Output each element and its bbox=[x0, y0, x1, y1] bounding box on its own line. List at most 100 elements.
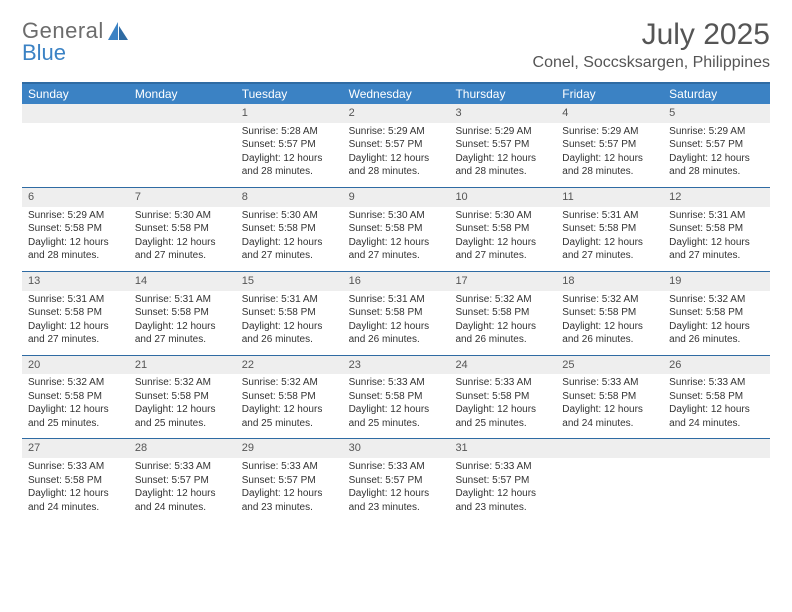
day-number: 11 bbox=[556, 188, 663, 207]
sunset-text: Sunset: 5:58 PM bbox=[562, 306, 657, 320]
day-body: Sunrise: 5:31 AMSunset: 5:58 PMDaylight:… bbox=[343, 291, 450, 355]
day-body: Sunrise: 5:31 AMSunset: 5:58 PMDaylight:… bbox=[22, 291, 129, 355]
day-body: Sunrise: 5:33 AMSunset: 5:57 PMDaylight:… bbox=[236, 458, 343, 522]
sunrise-text: Sunrise: 5:33 AM bbox=[28, 460, 123, 474]
daylight-text: Daylight: 12 hours and 25 minutes. bbox=[349, 403, 444, 430]
day-cell: 9Sunrise: 5:30 AMSunset: 5:58 PMDaylight… bbox=[343, 188, 450, 271]
day-cell: 1Sunrise: 5:28 AMSunset: 5:57 PMDaylight… bbox=[236, 104, 343, 187]
day-number: 15 bbox=[236, 272, 343, 291]
day-number: 2 bbox=[343, 104, 450, 123]
sunrise-text: Sunrise: 5:30 AM bbox=[349, 209, 444, 223]
daylight-text: Daylight: 12 hours and 25 minutes. bbox=[135, 403, 230, 430]
day-number: 9 bbox=[343, 188, 450, 207]
day-body: Sunrise: 5:29 AMSunset: 5:58 PMDaylight:… bbox=[22, 207, 129, 271]
day-body: Sunrise: 5:29 AMSunset: 5:57 PMDaylight:… bbox=[556, 123, 663, 187]
week-row: 27Sunrise: 5:33 AMSunset: 5:58 PMDayligh… bbox=[22, 439, 770, 522]
daylight-text: Daylight: 12 hours and 25 minutes. bbox=[455, 403, 550, 430]
sunset-text: Sunset: 5:58 PM bbox=[28, 390, 123, 404]
day-body: Sunrise: 5:32 AMSunset: 5:58 PMDaylight:… bbox=[236, 374, 343, 438]
daylight-text: Daylight: 12 hours and 27 minutes. bbox=[669, 236, 764, 263]
day-cell: 12Sunrise: 5:31 AMSunset: 5:58 PMDayligh… bbox=[663, 188, 770, 271]
daylight-text: Daylight: 12 hours and 23 minutes. bbox=[455, 487, 550, 514]
day-body: Sunrise: 5:33 AMSunset: 5:58 PMDaylight:… bbox=[556, 374, 663, 438]
page-title: July 2025 bbox=[533, 18, 770, 52]
week-row: 1Sunrise: 5:28 AMSunset: 5:57 PMDaylight… bbox=[22, 104, 770, 188]
sunrise-text: Sunrise: 5:30 AM bbox=[455, 209, 550, 223]
day-body: Sunrise: 5:30 AMSunset: 5:58 PMDaylight:… bbox=[343, 207, 450, 271]
day-cell: 4Sunrise: 5:29 AMSunset: 5:57 PMDaylight… bbox=[556, 104, 663, 187]
sunset-text: Sunset: 5:58 PM bbox=[242, 222, 337, 236]
day-number bbox=[556, 439, 663, 458]
day-number: 19 bbox=[663, 272, 770, 291]
day-number: 21 bbox=[129, 356, 236, 375]
day-cell: 18Sunrise: 5:32 AMSunset: 5:58 PMDayligh… bbox=[556, 272, 663, 355]
sunset-text: Sunset: 5:58 PM bbox=[135, 306, 230, 320]
day-body: Sunrise: 5:32 AMSunset: 5:58 PMDaylight:… bbox=[449, 291, 556, 355]
sunrise-text: Sunrise: 5:31 AM bbox=[28, 293, 123, 307]
sunrise-text: Sunrise: 5:33 AM bbox=[135, 460, 230, 474]
day-body: Sunrise: 5:29 AMSunset: 5:57 PMDaylight:… bbox=[449, 123, 556, 187]
dow-saturday: Saturday bbox=[663, 84, 770, 104]
sunrise-text: Sunrise: 5:33 AM bbox=[562, 376, 657, 390]
brand-word-2: Blue bbox=[22, 40, 66, 66]
day-number: 24 bbox=[449, 356, 556, 375]
day-body: Sunrise: 5:30 AMSunset: 5:58 PMDaylight:… bbox=[129, 207, 236, 271]
sunrise-text: Sunrise: 5:33 AM bbox=[349, 376, 444, 390]
day-number: 28 bbox=[129, 439, 236, 458]
day-cell: 20Sunrise: 5:32 AMSunset: 5:58 PMDayligh… bbox=[22, 356, 129, 439]
sunset-text: Sunset: 5:58 PM bbox=[28, 222, 123, 236]
sunrise-text: Sunrise: 5:32 AM bbox=[562, 293, 657, 307]
day-body: Sunrise: 5:28 AMSunset: 5:57 PMDaylight:… bbox=[236, 123, 343, 187]
sunrise-text: Sunrise: 5:32 AM bbox=[135, 376, 230, 390]
day-cell: 27Sunrise: 5:33 AMSunset: 5:58 PMDayligh… bbox=[22, 439, 129, 522]
sunrise-text: Sunrise: 5:33 AM bbox=[455, 460, 550, 474]
day-number: 25 bbox=[556, 356, 663, 375]
sunset-text: Sunset: 5:57 PM bbox=[349, 474, 444, 488]
week-row: 20Sunrise: 5:32 AMSunset: 5:58 PMDayligh… bbox=[22, 356, 770, 440]
dow-sunday: Sunday bbox=[22, 84, 129, 104]
day-of-week-header: Sunday Monday Tuesday Wednesday Thursday… bbox=[22, 84, 770, 104]
day-body: Sunrise: 5:32 AMSunset: 5:58 PMDaylight:… bbox=[22, 374, 129, 438]
sunset-text: Sunset: 5:58 PM bbox=[349, 390, 444, 404]
day-cell: 3Sunrise: 5:29 AMSunset: 5:57 PMDaylight… bbox=[449, 104, 556, 187]
day-body: Sunrise: 5:33 AMSunset: 5:57 PMDaylight:… bbox=[129, 458, 236, 522]
daylight-text: Daylight: 12 hours and 28 minutes. bbox=[455, 152, 550, 179]
sunset-text: Sunset: 5:57 PM bbox=[455, 474, 550, 488]
weeks-container: 1Sunrise: 5:28 AMSunset: 5:57 PMDaylight… bbox=[22, 104, 770, 522]
day-body: Sunrise: 5:31 AMSunset: 5:58 PMDaylight:… bbox=[663, 207, 770, 271]
day-cell: 26Sunrise: 5:33 AMSunset: 5:58 PMDayligh… bbox=[663, 356, 770, 439]
day-number: 3 bbox=[449, 104, 556, 123]
sunset-text: Sunset: 5:58 PM bbox=[455, 222, 550, 236]
sunrise-text: Sunrise: 5:33 AM bbox=[669, 376, 764, 390]
sunset-text: Sunset: 5:57 PM bbox=[135, 474, 230, 488]
sunrise-text: Sunrise: 5:32 AM bbox=[669, 293, 764, 307]
day-cell bbox=[663, 439, 770, 522]
day-number: 12 bbox=[663, 188, 770, 207]
day-cell: 31Sunrise: 5:33 AMSunset: 5:57 PMDayligh… bbox=[449, 439, 556, 522]
day-number bbox=[22, 104, 129, 123]
daylight-text: Daylight: 12 hours and 26 minutes. bbox=[455, 320, 550, 347]
day-cell: 24Sunrise: 5:33 AMSunset: 5:58 PMDayligh… bbox=[449, 356, 556, 439]
daylight-text: Daylight: 12 hours and 28 minutes. bbox=[669, 152, 764, 179]
dow-thursday: Thursday bbox=[449, 84, 556, 104]
sunset-text: Sunset: 5:58 PM bbox=[349, 306, 444, 320]
day-body: Sunrise: 5:33 AMSunset: 5:58 PMDaylight:… bbox=[343, 374, 450, 438]
sunrise-text: Sunrise: 5:29 AM bbox=[349, 125, 444, 139]
daylight-text: Daylight: 12 hours and 24 minutes. bbox=[28, 487, 123, 514]
day-number: 27 bbox=[22, 439, 129, 458]
day-cell: 13Sunrise: 5:31 AMSunset: 5:58 PMDayligh… bbox=[22, 272, 129, 355]
sunset-text: Sunset: 5:58 PM bbox=[669, 306, 764, 320]
daylight-text: Daylight: 12 hours and 24 minutes. bbox=[562, 403, 657, 430]
sunrise-text: Sunrise: 5:33 AM bbox=[349, 460, 444, 474]
sunset-text: Sunset: 5:58 PM bbox=[349, 222, 444, 236]
day-body: Sunrise: 5:33 AMSunset: 5:58 PMDaylight:… bbox=[663, 374, 770, 438]
sunrise-text: Sunrise: 5:32 AM bbox=[28, 376, 123, 390]
day-number: 30 bbox=[343, 439, 450, 458]
sunset-text: Sunset: 5:58 PM bbox=[28, 306, 123, 320]
sunrise-text: Sunrise: 5:32 AM bbox=[455, 293, 550, 307]
day-cell: 7Sunrise: 5:30 AMSunset: 5:58 PMDaylight… bbox=[129, 188, 236, 271]
day-cell: 17Sunrise: 5:32 AMSunset: 5:58 PMDayligh… bbox=[449, 272, 556, 355]
sunset-text: Sunset: 5:57 PM bbox=[455, 138, 550, 152]
day-number: 10 bbox=[449, 188, 556, 207]
day-number: 13 bbox=[22, 272, 129, 291]
